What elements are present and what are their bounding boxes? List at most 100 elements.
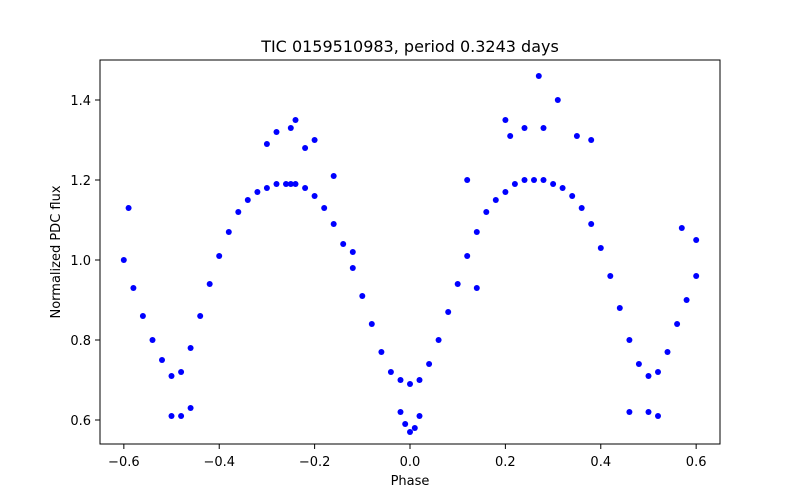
data-point: [655, 369, 661, 375]
data-point: [178, 369, 185, 375]
data-point: [378, 349, 385, 355]
data-point: [359, 293, 366, 299]
data-point: [492, 197, 499, 203]
data-point: [416, 377, 423, 383]
data-point: [540, 177, 547, 183]
data-point: [578, 205, 585, 211]
data-point: [588, 137, 595, 143]
data-point: [473, 229, 480, 235]
data-point: [435, 337, 442, 343]
data-point: [330, 173, 337, 179]
data-point: [693, 273, 700, 279]
data-point: [287, 181, 294, 187]
data-point: [464, 253, 471, 259]
data-point: [678, 225, 685, 231]
data-point: [655, 413, 661, 419]
y-tick-label: 0.6: [70, 414, 91, 429]
data-point: [283, 181, 289, 187]
data-point: [321, 205, 328, 211]
data-point: [693, 237, 700, 243]
data-point: [483, 209, 490, 215]
x-tick-label: −0.2: [299, 455, 331, 470]
data-point: [573, 133, 580, 139]
data-point: [168, 413, 175, 419]
data-point: [407, 429, 413, 435]
data-point: [235, 209, 242, 215]
data-point: [302, 145, 309, 151]
data-point: [402, 421, 409, 427]
data-point: [597, 245, 604, 251]
data-point: [569, 193, 576, 199]
x-tick-label: 0.6: [686, 455, 707, 470]
data-point: [311, 193, 318, 199]
data-point: [206, 281, 213, 287]
x-tick-label: 0.0: [400, 455, 421, 470]
x-axis-label: Phase: [391, 474, 430, 489]
data-point: [626, 409, 633, 415]
data-point: [263, 141, 270, 147]
data-point: [473, 285, 480, 291]
data-point: [125, 205, 132, 211]
data-point: [387, 369, 394, 375]
data-point: [521, 177, 528, 183]
data-point: [397, 409, 404, 415]
data-point: [330, 221, 337, 227]
data-points: [120, 73, 700, 435]
data-point: [149, 337, 156, 343]
y-axis-ticks: 0.6 0.8 1.0 1.2 1.4: [70, 94, 100, 429]
data-point: [187, 405, 194, 411]
data-point: [120, 257, 127, 263]
data-point: [292, 181, 299, 187]
data-point: [607, 273, 614, 279]
data-point: [159, 357, 165, 363]
data-point: [521, 125, 528, 131]
data-point: [554, 97, 561, 103]
x-tick-label: 0.2: [495, 455, 516, 470]
data-point: [216, 253, 223, 259]
data-point: [635, 361, 642, 367]
data-point: [287, 125, 294, 131]
data-point: [254, 189, 261, 195]
data-point: [168, 373, 175, 379]
data-point: [540, 125, 547, 131]
data-point: [340, 241, 347, 247]
data-point: [292, 117, 299, 123]
data-point: [407, 381, 413, 387]
data-point: [225, 229, 232, 235]
data-point: [559, 185, 566, 191]
data-point: [664, 349, 671, 355]
data-point: [531, 177, 537, 183]
data-point: [130, 285, 137, 291]
y-tick-label: 1.2: [70, 174, 91, 189]
x-axis-ticks: −0.6 −0.4 −0.2 0.0 0.2 0.4 0.6: [108, 444, 706, 470]
data-point: [683, 297, 690, 303]
data-point: [464, 177, 471, 183]
data-point: [502, 189, 509, 195]
chart-title: TIC 0159510983, period 0.3243 days: [260, 37, 559, 56]
data-point: [507, 133, 514, 139]
data-point: [645, 409, 652, 415]
data-point: [616, 305, 623, 311]
data-point: [426, 361, 433, 367]
y-tick-label: 1.4: [70, 94, 91, 109]
data-point: [502, 117, 509, 123]
data-point: [349, 249, 356, 255]
y-axis-label: Normalized PDC flux: [49, 185, 64, 318]
data-point: [187, 345, 194, 351]
data-point: [550, 181, 557, 187]
data-point: [674, 321, 681, 327]
data-point: [244, 197, 251, 203]
data-point: [178, 413, 185, 419]
data-point: [416, 413, 423, 419]
data-point: [273, 181, 280, 187]
data-point: [454, 281, 461, 287]
y-tick-label: 0.8: [70, 334, 91, 349]
data-point: [302, 185, 309, 191]
x-tick-label: −0.4: [203, 455, 235, 470]
data-point: [368, 321, 375, 327]
data-point: [645, 373, 652, 379]
x-tick-label: −0.6: [108, 455, 140, 470]
data-point: [273, 129, 280, 135]
